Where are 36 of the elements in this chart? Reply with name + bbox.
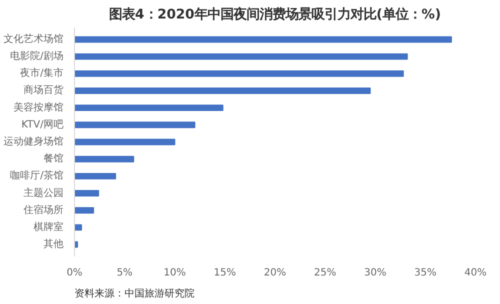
- y-tick-label: 餐馆: [44, 152, 64, 165]
- bar: [74, 224, 82, 231]
- bar: [74, 122, 196, 128]
- x-tick-label: 10%: [164, 268, 186, 278]
- x-tick-label: 30%: [364, 268, 386, 278]
- y-tick-label: 商场百货: [24, 84, 64, 96]
- y-tick-label: 住宿场所: [24, 204, 64, 216]
- chart-title: 图表4：2020年中国夜间消费场景吸引力对比(单位：%): [109, 6, 441, 22]
- bar: [74, 156, 134, 162]
- y-tick-label: 其他: [44, 238, 64, 250]
- y-tick-label: 美容按摩馆: [14, 101, 64, 114]
- y-tick-label: KTV/网吧: [21, 119, 64, 130]
- bar: [74, 138, 176, 146]
- bar: [74, 36, 452, 43]
- y-tick-label: 棋牌室: [34, 220, 64, 233]
- y-tick-label: 夜市/集市: [20, 67, 64, 80]
- x-tick-label: 0%: [66, 268, 82, 278]
- bar: [74, 207, 94, 214]
- x-tick-label: 5%: [116, 268, 133, 278]
- bar: [74, 190, 100, 197]
- x-tick-label: 15%: [214, 268, 236, 278]
- bar: [74, 53, 408, 60]
- y-tick-label: 电影院/剧场: [10, 50, 64, 62]
- y-tick-label: 主题公园: [24, 186, 64, 199]
- y-tick-label: 运动健身场馆: [4, 136, 64, 148]
- y-tick-label: 咖啡厅/茶馆: [10, 170, 64, 182]
- y-tick-label: 文化艺术场馆: [4, 32, 64, 45]
- text: 资料来源：中国旅游研究院: [74, 288, 194, 300]
- bar: [74, 70, 404, 77]
- x-tick-label: 40%: [464, 268, 487, 278]
- x-tick-label: 20%: [264, 268, 286, 278]
- bar: [74, 104, 224, 112]
- x-tick-label: 25%: [314, 268, 336, 278]
- bar: [74, 87, 371, 94]
- bar: [74, 172, 116, 180]
- x-tick-label: 35%: [414, 268, 436, 278]
